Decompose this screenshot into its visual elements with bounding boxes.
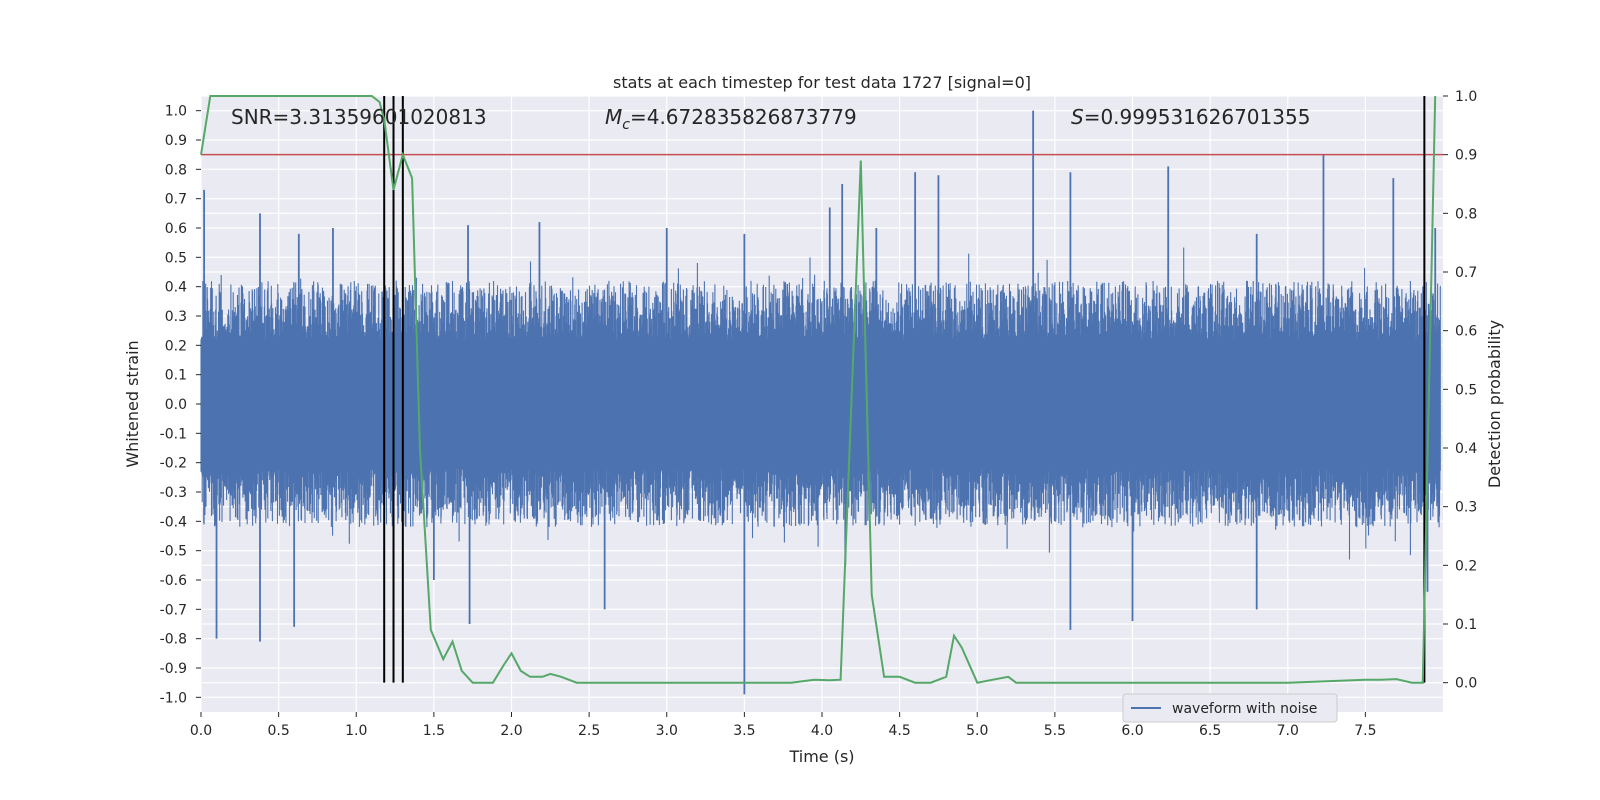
x-tick-label: 6.5 — [1199, 723, 1221, 739]
y-left-axis-ticks: -1.0 -0.9 -0.8 -0.7 -0.6 -0.5 -0.4 -0.3 -0.2 -0.1… — [160, 104, 201, 706]
x-tick-label: 7.0 — [1277, 723, 1299, 739]
y-right-tick-label: 0.2 — [1455, 558, 1477, 574]
x-tick-label: 1.0 — [345, 723, 367, 739]
y-right-tick-label: 0.4 — [1455, 441, 1477, 457]
y-left-tick-label: -0.5 — [160, 544, 187, 560]
snr-annotation: SNR=3.31359601020813 — [231, 105, 487, 129]
y-left-tick-label: 1.0 — [165, 104, 187, 120]
y-left-tick-label: 0.6 — [165, 221, 187, 237]
y-left-tick-label: 0.3 — [165, 309, 187, 325]
y-left-tick-label: 0.9 — [165, 133, 187, 149]
x-tick-label: 0.0 — [190, 723, 212, 739]
y-right-axis-label: Detection probability — [1485, 320, 1504, 488]
y-left-tick-label: 0.0 — [165, 397, 187, 413]
x-tick-label: 5.5 — [1044, 723, 1066, 739]
y-right-tick-label: 0.8 — [1455, 206, 1477, 222]
legend: waveform with noise — [1122, 693, 1338, 723]
legend-box — [1122, 693, 1338, 723]
probability-line — [200, 95, 1437, 684]
y-left-tick-label: -0.2 — [160, 456, 187, 472]
legend-label: waveform with noise — [1172, 701, 1317, 717]
x-tick-label: 7.5 — [1354, 723, 1376, 739]
y-right-tick-label: 0.1 — [1455, 617, 1477, 633]
y-left-tick-label: 0.8 — [165, 162, 187, 178]
y-left-tick-label: 0.5 — [165, 250, 187, 266]
x-tick-label: 4.5 — [888, 723, 910, 739]
y-left-tick-label: -0.4 — [160, 514, 187, 530]
y-left-tick-label: -0.8 — [160, 632, 187, 648]
y-right-tick-label: 0.7 — [1455, 265, 1477, 281]
score-annotation: S=0.999531626701355 — [1071, 105, 1310, 129]
x-tick-label: 2.5 — [578, 723, 600, 739]
y-left-tick-label: 0.4 — [165, 280, 187, 296]
x-tick-label: 5.0 — [966, 723, 988, 739]
y-right-axis-ticks: 0.0 0.1 0.2 0.3 0.4 0.5 0.6 0.7 0.8 0.9 1.0 — [1443, 89, 1477, 692]
x-tick-label: 2.0 — [500, 723, 522, 739]
x-tick-label: 3.5 — [733, 723, 755, 739]
waveform-body — [200, 247, 1441, 560]
y-right-tick-label: 0.9 — [1455, 148, 1477, 164]
chirp-mass-annotation: Mc=4.672835826873779 — [605, 105, 857, 133]
y-right-tick-label: 0.6 — [1455, 324, 1477, 340]
y-right-tick-label: 1.0 — [1455, 89, 1477, 105]
y-left-tick-label: 0.7 — [165, 192, 187, 208]
x-tick-label: 4.0 — [811, 723, 833, 739]
y-left-tick-label: 0.2 — [165, 338, 187, 354]
y-right-tick-label: 0.3 — [1455, 500, 1477, 516]
chart-title: stats at each timestep for test data 172… — [613, 73, 1031, 92]
y-left-axis-label: Whitened strain — [123, 340, 142, 467]
x-tick-label: 1.5 — [423, 723, 445, 739]
y-left-tick-label: -0.3 — [160, 485, 187, 501]
y-left-tick-label: -0.6 — [160, 573, 187, 589]
x-tick-label: 6.0 — [1121, 723, 1143, 739]
y-right-tick-label: 0.0 — [1455, 676, 1477, 692]
probability-series — [200, 95, 1437, 684]
x-axis-ticks: 0.0 0.5 1.0 1.5 2.0 2.5 3.0 3.5 4.0 4.5 5.0 5.5 6.0 6… — [190, 712, 1377, 739]
x-axis-label: Time (s) — [788, 747, 854, 766]
y-left-tick-label: -0.1 — [160, 426, 187, 442]
x-tick-label: 3.0 — [656, 723, 678, 739]
y-left-tick-label: -1.0 — [160, 690, 187, 706]
y-left-tick-label: 0.1 — [165, 368, 187, 384]
waveform-series — [200, 110, 1441, 695]
y-right-tick-label: 0.5 — [1455, 382, 1477, 398]
y-left-tick-label: -0.7 — [160, 602, 187, 618]
y-left-tick-label: -0.9 — [160, 661, 187, 677]
x-tick-label: 0.5 — [267, 723, 289, 739]
